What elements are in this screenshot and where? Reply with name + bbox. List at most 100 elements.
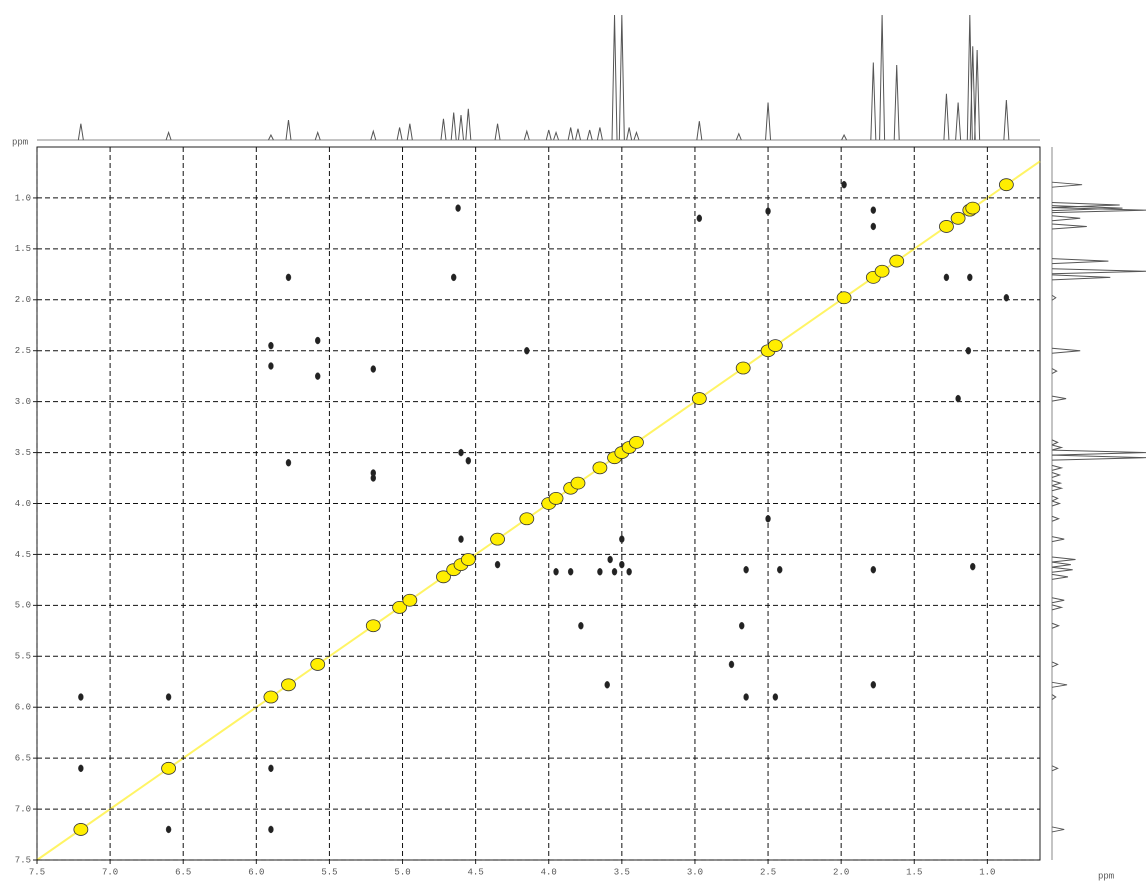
top-projection-peak	[969, 46, 976, 141]
cross-peak	[455, 204, 461, 212]
y-tick-label: 7.0	[15, 804, 31, 814]
top-projection-peak	[633, 130, 640, 141]
diagonal-peak	[874, 264, 890, 278]
top-projection-peak	[618, 14, 625, 141]
cross-peak	[604, 681, 610, 689]
top-projection-peak	[494, 123, 501, 141]
x-tick-label: 1.0	[979, 867, 995, 877]
diagonal-peak	[836, 291, 852, 305]
cross-peak	[268, 825, 274, 834]
right-projection-peak	[1051, 573, 1069, 580]
top-projection-peak	[370, 129, 377, 141]
diagonal-peak	[281, 678, 296, 692]
right-projection-peak	[1051, 202, 1120, 209]
cross-peak	[967, 273, 973, 282]
top-projection-peak	[893, 64, 900, 141]
top-projection-peak	[974, 49, 981, 141]
top-projection-peak	[267, 133, 274, 141]
cross-peak	[611, 568, 618, 576]
cross-peak	[841, 180, 847, 189]
diagonal-peak	[392, 600, 408, 614]
top-projection-peak	[465, 108, 472, 141]
right-projection-peak	[1051, 207, 1147, 214]
x-axis-label: ppm	[1098, 871, 1114, 881]
y-tick-label: 4.0	[15, 499, 31, 509]
y-tick-label: 7.5	[15, 855, 31, 865]
right-projection-peak	[1051, 500, 1062, 507]
diagonal-peak	[161, 761, 176, 775]
top-projection-peak	[626, 127, 633, 141]
cross-peak	[285, 459, 292, 467]
top-projection-peak	[440, 118, 447, 141]
x-tick-label: 6.5	[175, 867, 191, 877]
cross-peak	[626, 568, 632, 576]
cross-peak	[619, 535, 625, 543]
diagonal-peak	[965, 201, 981, 215]
right-projection-peak	[1051, 485, 1064, 492]
cross-peak	[728, 660, 735, 669]
diagonal-peak	[570, 476, 586, 490]
cross-peak	[285, 273, 292, 282]
top-projection-peak	[458, 114, 465, 141]
cross-peak	[458, 535, 464, 543]
y-tick-label: 2.5	[15, 346, 31, 356]
right-projection-peak	[1051, 480, 1063, 487]
cross-peak	[315, 372, 321, 380]
top-projection-peak	[574, 128, 581, 141]
top-projection-peak	[596, 127, 603, 141]
top-projection-peak	[553, 130, 560, 141]
x-tick-label: 3.5	[614, 867, 630, 877]
right-projection-peak	[1051, 258, 1109, 265]
diagonal-peak	[939, 220, 954, 233]
cross-peak	[578, 622, 584, 630]
cross-peak	[315, 336, 321, 345]
cross-peak	[78, 693, 84, 701]
right-projection-peak	[1051, 454, 1147, 461]
right-projection-peak	[1051, 597, 1065, 604]
top-projection-peak	[285, 119, 292, 141]
cross-peak	[465, 457, 472, 465]
cross-peak	[970, 562, 976, 571]
x-tick-label: 2.0	[833, 867, 849, 877]
x-tick-label: 5.0	[394, 867, 410, 877]
cross-peak	[870, 681, 877, 689]
y-tick-label: 6.5	[15, 754, 31, 764]
diagonal-peak	[519, 512, 535, 526]
top-projection-peak	[523, 129, 530, 141]
right-projection-peak	[1051, 439, 1059, 446]
top-projection-peak	[879, 14, 886, 141]
cross-peak	[743, 693, 749, 701]
cross-peak	[78, 764, 84, 773]
right-projection-peak	[1051, 495, 1059, 502]
cross-peak	[765, 207, 771, 215]
right-projection-peak	[1051, 215, 1081, 222]
top-projection-peak	[406, 123, 413, 141]
cross-peak	[696, 214, 703, 223]
top-projection-peak	[765, 102, 772, 141]
cross-peak	[165, 825, 172, 834]
y-tick-label: 2.0	[15, 295, 31, 305]
right-projection-peak	[1051, 395, 1067, 402]
cross-peak	[165, 693, 172, 701]
y-tick-label: 6.0	[15, 703, 31, 713]
diagonal-peak	[310, 658, 326, 671]
right-projection-peak	[1051, 472, 1062, 478]
diagonal-peak	[998, 178, 1014, 192]
x-tick-label: 7.0	[102, 867, 118, 877]
cross-peak	[553, 568, 559, 576]
y-axis-label: ppm	[12, 137, 28, 147]
diagonal-peak	[490, 532, 505, 546]
right-projection-peak	[1051, 464, 1064, 471]
right-projection-peak	[1051, 449, 1147, 456]
right-projection-peak	[1051, 661, 1059, 668]
cross-peak	[619, 560, 625, 569]
cross-peak	[765, 515, 771, 523]
top-projection-peak	[870, 62, 877, 141]
x-tick-label: 7.5	[29, 867, 45, 877]
diagonal-peak	[402, 593, 418, 607]
right-projection-peak	[1051, 274, 1111, 281]
top-projection-peak	[586, 129, 593, 141]
x-tick-label: 4.0	[541, 867, 557, 877]
